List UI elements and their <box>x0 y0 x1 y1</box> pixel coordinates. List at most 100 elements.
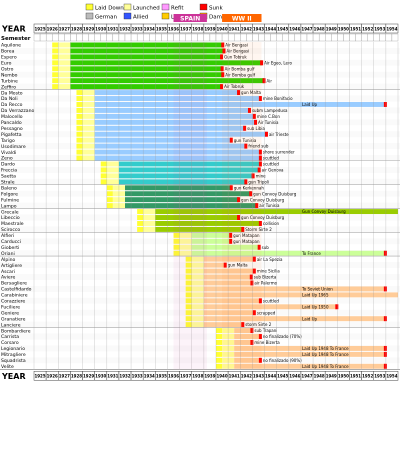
ship-laid-down-1-2 <box>76 102 83 107</box>
ship-laid-down-0-2 <box>52 54 59 60</box>
semester-cell-10 <box>94 33 101 42</box>
legend-label-3: Sunk <box>209 6 223 12</box>
bottom-axis-tick-label-10: 1935 <box>156 374 167 379</box>
semester-cell-54 <box>361 33 368 42</box>
ship-service-bar-1-0 <box>94 90 240 96</box>
ship-service-bar-7-0 <box>234 328 253 334</box>
ship-service-bar-1-9 <box>94 143 247 149</box>
ship-sunk-marker-7-1 <box>258 334 262 339</box>
ship-name-1-2: Da Recco <box>1 102 23 108</box>
ship-launched-0-6 <box>58 78 71 84</box>
bottom-axis-tick-label-13: 1938 <box>192 374 203 379</box>
ship-sunk-marker-6-9 <box>252 310 256 316</box>
ship-sunk-marker-5-1 <box>229 238 233 244</box>
semester-cell-26 <box>191 33 198 42</box>
ship-name-0-6: Turbine <box>0 78 18 84</box>
semester-cell-53 <box>355 33 362 42</box>
ship-laid-down-7-2 <box>216 340 223 345</box>
ship-laid-down-1-1 <box>76 96 83 101</box>
ship-note-2-0: scuttled <box>263 162 280 167</box>
ship-name-3-1: Folgore <box>1 191 18 197</box>
ship-name-0-2: Espero <box>1 55 17 61</box>
ship-name-6-3: Aviere <box>1 275 15 281</box>
bottom-axis-tick-label-25: 1950 <box>338 374 349 379</box>
semester-cell-32 <box>227 33 235 42</box>
ship-launched-2-0 <box>106 161 119 167</box>
ship-name-1-7: Pigafetta <box>1 132 22 138</box>
ship-sunk-marker-0-2 <box>220 54 224 60</box>
ship-name-3-3: Lampo <box>1 203 17 209</box>
ship-note-6-2: mine Sicilia <box>257 269 280 274</box>
ship-launched-6-9 <box>191 310 204 316</box>
ship-laid-down-1-5 <box>76 119 83 125</box>
ship-name-0-7: Zeffiro <box>1 84 16 90</box>
semester-cell-46 <box>312 33 320 42</box>
ship-note-1-3: subm Lampedusa <box>252 108 288 113</box>
ship-note-4-0: Gun Convoy Duisburg <box>302 209 346 214</box>
top-axis-tick-label-17: 1942 <box>241 26 252 31</box>
ship-name-3-2: Fulmine <box>1 197 19 203</box>
ship-service-bar-6-0 <box>203 256 255 262</box>
row-bg-7-0 <box>0 327 400 334</box>
legend-swatch-5 <box>123 12 132 20</box>
ship-service-bar-7-6 <box>234 363 386 369</box>
ship-note-6-1: gun Malta <box>228 263 248 268</box>
semester-cell-39 <box>270 33 277 42</box>
ship-note-6-4: air Palermo <box>254 281 277 286</box>
top-axis-tick-label-3: 1928 <box>71 26 82 31</box>
ship-note-0-4: Air Bomba gulf <box>225 66 255 71</box>
bottom-axis-tick-label-15: 1940 <box>216 374 227 379</box>
ship-launched-6-10 <box>191 316 204 322</box>
ship-name-1-10: Vivaldi <box>1 150 16 156</box>
ship-laid-down-6-4 <box>185 280 192 286</box>
ship-name-7-1: Carrista <box>1 334 19 340</box>
period-band-0 <box>173 14 207 22</box>
ship-sunk-marker-1-4 <box>252 113 256 119</box>
ship-note-1-7: air Trieste <box>269 132 289 137</box>
ship-sunk-marker-3-2 <box>237 197 241 203</box>
legend-label-0: Laid Down <box>95 6 124 12</box>
ship-name-7-0: Bombardiere <box>1 328 31 334</box>
ship-note-0-2: Gun Tobruk <box>224 54 247 59</box>
ship-service-bar-5-2 <box>191 244 260 250</box>
bottom-axis-tick-label-17: 1942 <box>241 374 252 379</box>
ship-laid-down-1-7 <box>76 131 83 137</box>
ship-note-4-1: gun Convoy Duisburg <box>241 215 285 220</box>
ship-launched-0-3 <box>58 60 71 66</box>
ship-launched-5-1 <box>179 238 192 244</box>
ship-laid-down-6-10 <box>185 316 192 322</box>
bottom-axis-tick-cell-29 <box>385 371 399 381</box>
ship-laid-down-1-0 <box>76 90 83 96</box>
ship-service-bar-5-0 <box>191 232 232 238</box>
ship-name-2-1: Freccia <box>1 168 17 174</box>
ship-launched-1-10 <box>82 149 95 155</box>
semester-cell-19 <box>149 33 156 42</box>
semester-cell-15 <box>124 33 132 42</box>
ship-launched-5-2 <box>179 244 192 250</box>
semester-cell-29 <box>209 33 217 42</box>
ship-name-4-3: Scirocco <box>1 227 20 233</box>
ship-sunk-marker-6-4 <box>250 280 254 286</box>
ship-laid-down-1-11 <box>76 155 83 161</box>
ship-launched-4-1 <box>143 215 156 220</box>
ship-sunk-marker-7-4 <box>383 351 387 357</box>
ship-launched-0-2 <box>58 54 71 60</box>
top-axis-tick-label-8: 1933 <box>132 26 143 31</box>
bottom-axis-tick-label-5: 1930 <box>95 374 106 379</box>
ship-sunk-marker-1-6 <box>243 125 247 131</box>
ship-laid-down-6-7 <box>185 298 192 304</box>
ship-name-1-3: Da Verrazzano <box>1 108 34 114</box>
ship-note-4-2: collision <box>263 221 280 226</box>
ship-name-5-1: Carducci <box>1 239 21 245</box>
semester-cell-57 <box>379 33 387 42</box>
top-axis-tick-label-19: 1944 <box>265 26 276 31</box>
legend-swatch-6 <box>161 12 170 20</box>
bottom-axis-tick-label-23: 1948 <box>314 374 325 379</box>
ship-note-5-0: gun Matapan <box>233 233 260 238</box>
ship-service-bar-6-3 <box>203 274 252 280</box>
ship-launched-5-3 <box>179 250 192 256</box>
ship-name-4-2: Maestrale <box>1 221 24 227</box>
ship-launched-1-4 <box>82 113 95 119</box>
ship-sunk-marker-0-1 <box>222 48 226 54</box>
ship-laid-down-1-3 <box>76 107 83 113</box>
